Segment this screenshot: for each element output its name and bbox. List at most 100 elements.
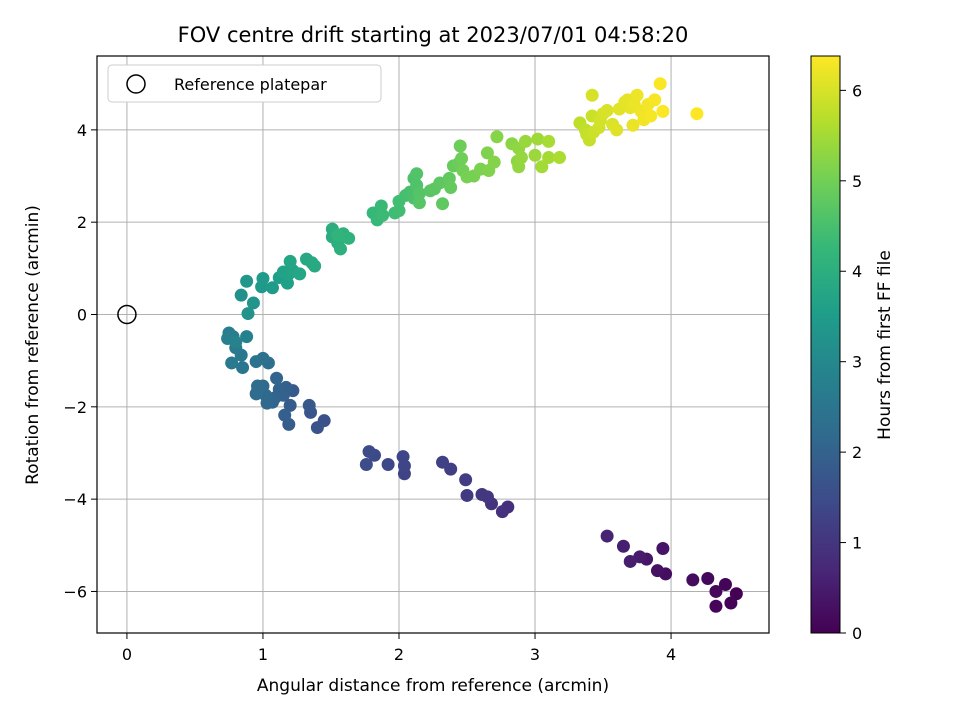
data-point xyxy=(453,139,467,153)
chart-title: FOV centre drift starting at 2023/07/01 … xyxy=(178,23,689,47)
data-point xyxy=(701,572,715,586)
data-point xyxy=(455,151,469,165)
colorbar-tick-label: 5 xyxy=(852,172,862,191)
colorbar-tick-label: 6 xyxy=(852,81,862,100)
x-axis-label: Angular distance from reference (arcmin) xyxy=(257,676,609,696)
data-point xyxy=(240,330,254,344)
data-point xyxy=(283,398,297,412)
data-point xyxy=(410,167,424,181)
data-point xyxy=(308,259,322,273)
data-point xyxy=(650,564,664,578)
data-point xyxy=(236,361,250,375)
x-tick-label: 4 xyxy=(666,645,676,664)
y-tick-label: 4 xyxy=(77,121,87,140)
data-point xyxy=(412,187,426,201)
data-point xyxy=(531,132,545,146)
data-point xyxy=(460,488,474,502)
data-point xyxy=(331,228,345,242)
data-point xyxy=(709,599,723,613)
data-point xyxy=(376,208,390,222)
data-point xyxy=(553,151,567,165)
colorbar-frame xyxy=(810,55,841,634)
colorbar-tick-label: 4 xyxy=(852,262,862,281)
data-point xyxy=(623,554,637,568)
colorbar-tick-label: 1 xyxy=(852,534,862,553)
data-point xyxy=(495,505,509,519)
legend-box xyxy=(107,64,382,103)
data-point xyxy=(519,134,533,148)
data-point xyxy=(229,335,243,349)
data-point xyxy=(656,542,670,556)
data-point xyxy=(487,155,501,169)
y-tick-label: −4 xyxy=(63,490,87,509)
colorbar-label: Hours from first FF file xyxy=(875,250,895,440)
x-tick-label: 2 xyxy=(394,645,404,664)
data-point xyxy=(249,355,263,369)
y-tick-label: 2 xyxy=(77,213,87,232)
colorbar xyxy=(811,56,840,633)
data-point xyxy=(283,254,297,268)
data-point xyxy=(246,296,260,310)
legend: Reference platepar xyxy=(107,64,382,103)
data-point xyxy=(412,196,426,210)
data-point xyxy=(616,539,630,553)
data-point xyxy=(342,231,356,245)
y-tick-label: 0 xyxy=(77,305,87,324)
data-point xyxy=(490,130,504,144)
data-point xyxy=(436,197,450,211)
grid-lines xyxy=(97,56,769,633)
data-point xyxy=(241,307,255,321)
y-tick-label: −2 xyxy=(63,398,87,417)
data-point xyxy=(240,274,254,288)
legend-label: Reference platepar xyxy=(174,75,327,94)
data-point xyxy=(656,104,670,118)
data-point xyxy=(475,488,489,502)
plot-frame xyxy=(96,55,770,634)
data-point xyxy=(278,408,292,422)
data-point xyxy=(585,88,599,102)
colorbar-tick-label: 3 xyxy=(852,353,862,372)
data-point xyxy=(610,123,624,137)
data-point xyxy=(310,421,324,435)
data-point xyxy=(302,398,316,412)
data-point xyxy=(459,473,473,487)
data-point xyxy=(709,584,723,598)
data-point xyxy=(535,160,549,174)
data-point xyxy=(542,134,556,148)
data-point xyxy=(690,107,704,121)
data-points xyxy=(221,77,743,613)
data-point xyxy=(359,458,373,472)
y-axis-ticks: −6 −4 −2 0 2 4 xyxy=(63,121,97,601)
data-point xyxy=(392,204,406,218)
data-point xyxy=(600,529,614,543)
legend-marker-icon xyxy=(126,74,146,94)
data-point xyxy=(653,77,667,91)
data-point xyxy=(436,455,450,469)
data-point xyxy=(293,267,307,281)
data-point xyxy=(265,281,279,295)
x-axis-ticks: 0 1 2 3 4 xyxy=(122,633,676,664)
data-point xyxy=(514,151,528,165)
x-tick-label: 1 xyxy=(258,645,268,664)
data-point xyxy=(444,181,458,195)
colorbar-ticks: 0 1 2 3 4 5 6 xyxy=(840,81,862,643)
data-point xyxy=(686,573,700,587)
data-point xyxy=(724,596,738,610)
data-point xyxy=(542,151,556,165)
data-point xyxy=(234,288,248,302)
data-point xyxy=(225,356,239,370)
data-point xyxy=(396,450,410,464)
data-point xyxy=(381,458,395,472)
data-point xyxy=(626,118,640,132)
data-point xyxy=(362,445,376,459)
data-point xyxy=(630,88,644,102)
x-tick-label: 0 xyxy=(122,645,132,664)
data-point xyxy=(528,148,542,162)
reference-point-marker xyxy=(117,304,137,325)
data-point xyxy=(333,242,347,256)
data-point xyxy=(600,103,614,117)
colorbar-tick-label: 2 xyxy=(852,443,862,462)
x-tick-label: 3 xyxy=(530,645,540,664)
colorbar-tick-label: 0 xyxy=(852,624,862,643)
